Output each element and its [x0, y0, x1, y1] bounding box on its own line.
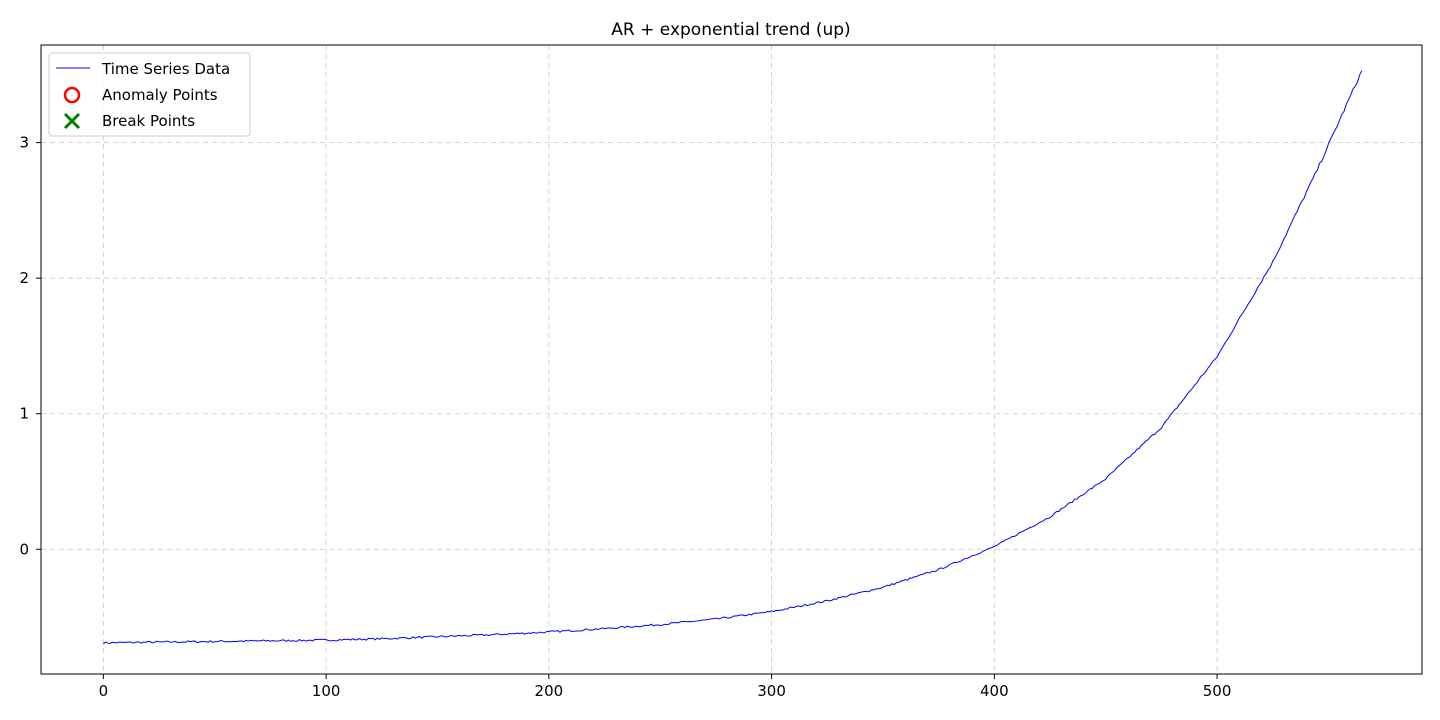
legend-label-break: Break Points	[102, 112, 195, 130]
x-tick-label: 200	[535, 682, 564, 700]
x-tick-label: 400	[980, 682, 1009, 700]
series-line-time-series-data	[103, 70, 1363, 645]
legend-box	[48, 52, 251, 137]
legend-anomaly-circle-icon	[63, 86, 81, 104]
y-tick-label: 1	[19, 405, 29, 423]
y-tick-label: 0	[19, 540, 29, 558]
x-tick-label: 100	[312, 682, 341, 700]
x-tick-label: 300	[757, 682, 786, 700]
x-axis: 0 100 200 300 400 500	[99, 674, 1232, 700]
series-layer	[103, 70, 1363, 645]
legend-break-x-icon	[63, 112, 81, 130]
x-tick-label: 0	[99, 682, 109, 700]
y-axis: 0 1 2 3	[19, 134, 41, 558]
chart-title: AR + exponential trend (up)	[611, 20, 850, 40]
legend-label-anomaly: Anomaly Points	[102, 86, 218, 104]
x-tick-label: 500	[1203, 682, 1232, 700]
grid	[41, 45, 1422, 674]
legend: Time Series Data Anomaly Points Break Po…	[48, 52, 251, 137]
y-tick-label: 2	[19, 269, 29, 287]
y-tick-label: 3	[19, 134, 29, 152]
legend-label-series: Time Series Data	[101, 60, 230, 78]
plot-frame	[40, 44, 1423, 675]
